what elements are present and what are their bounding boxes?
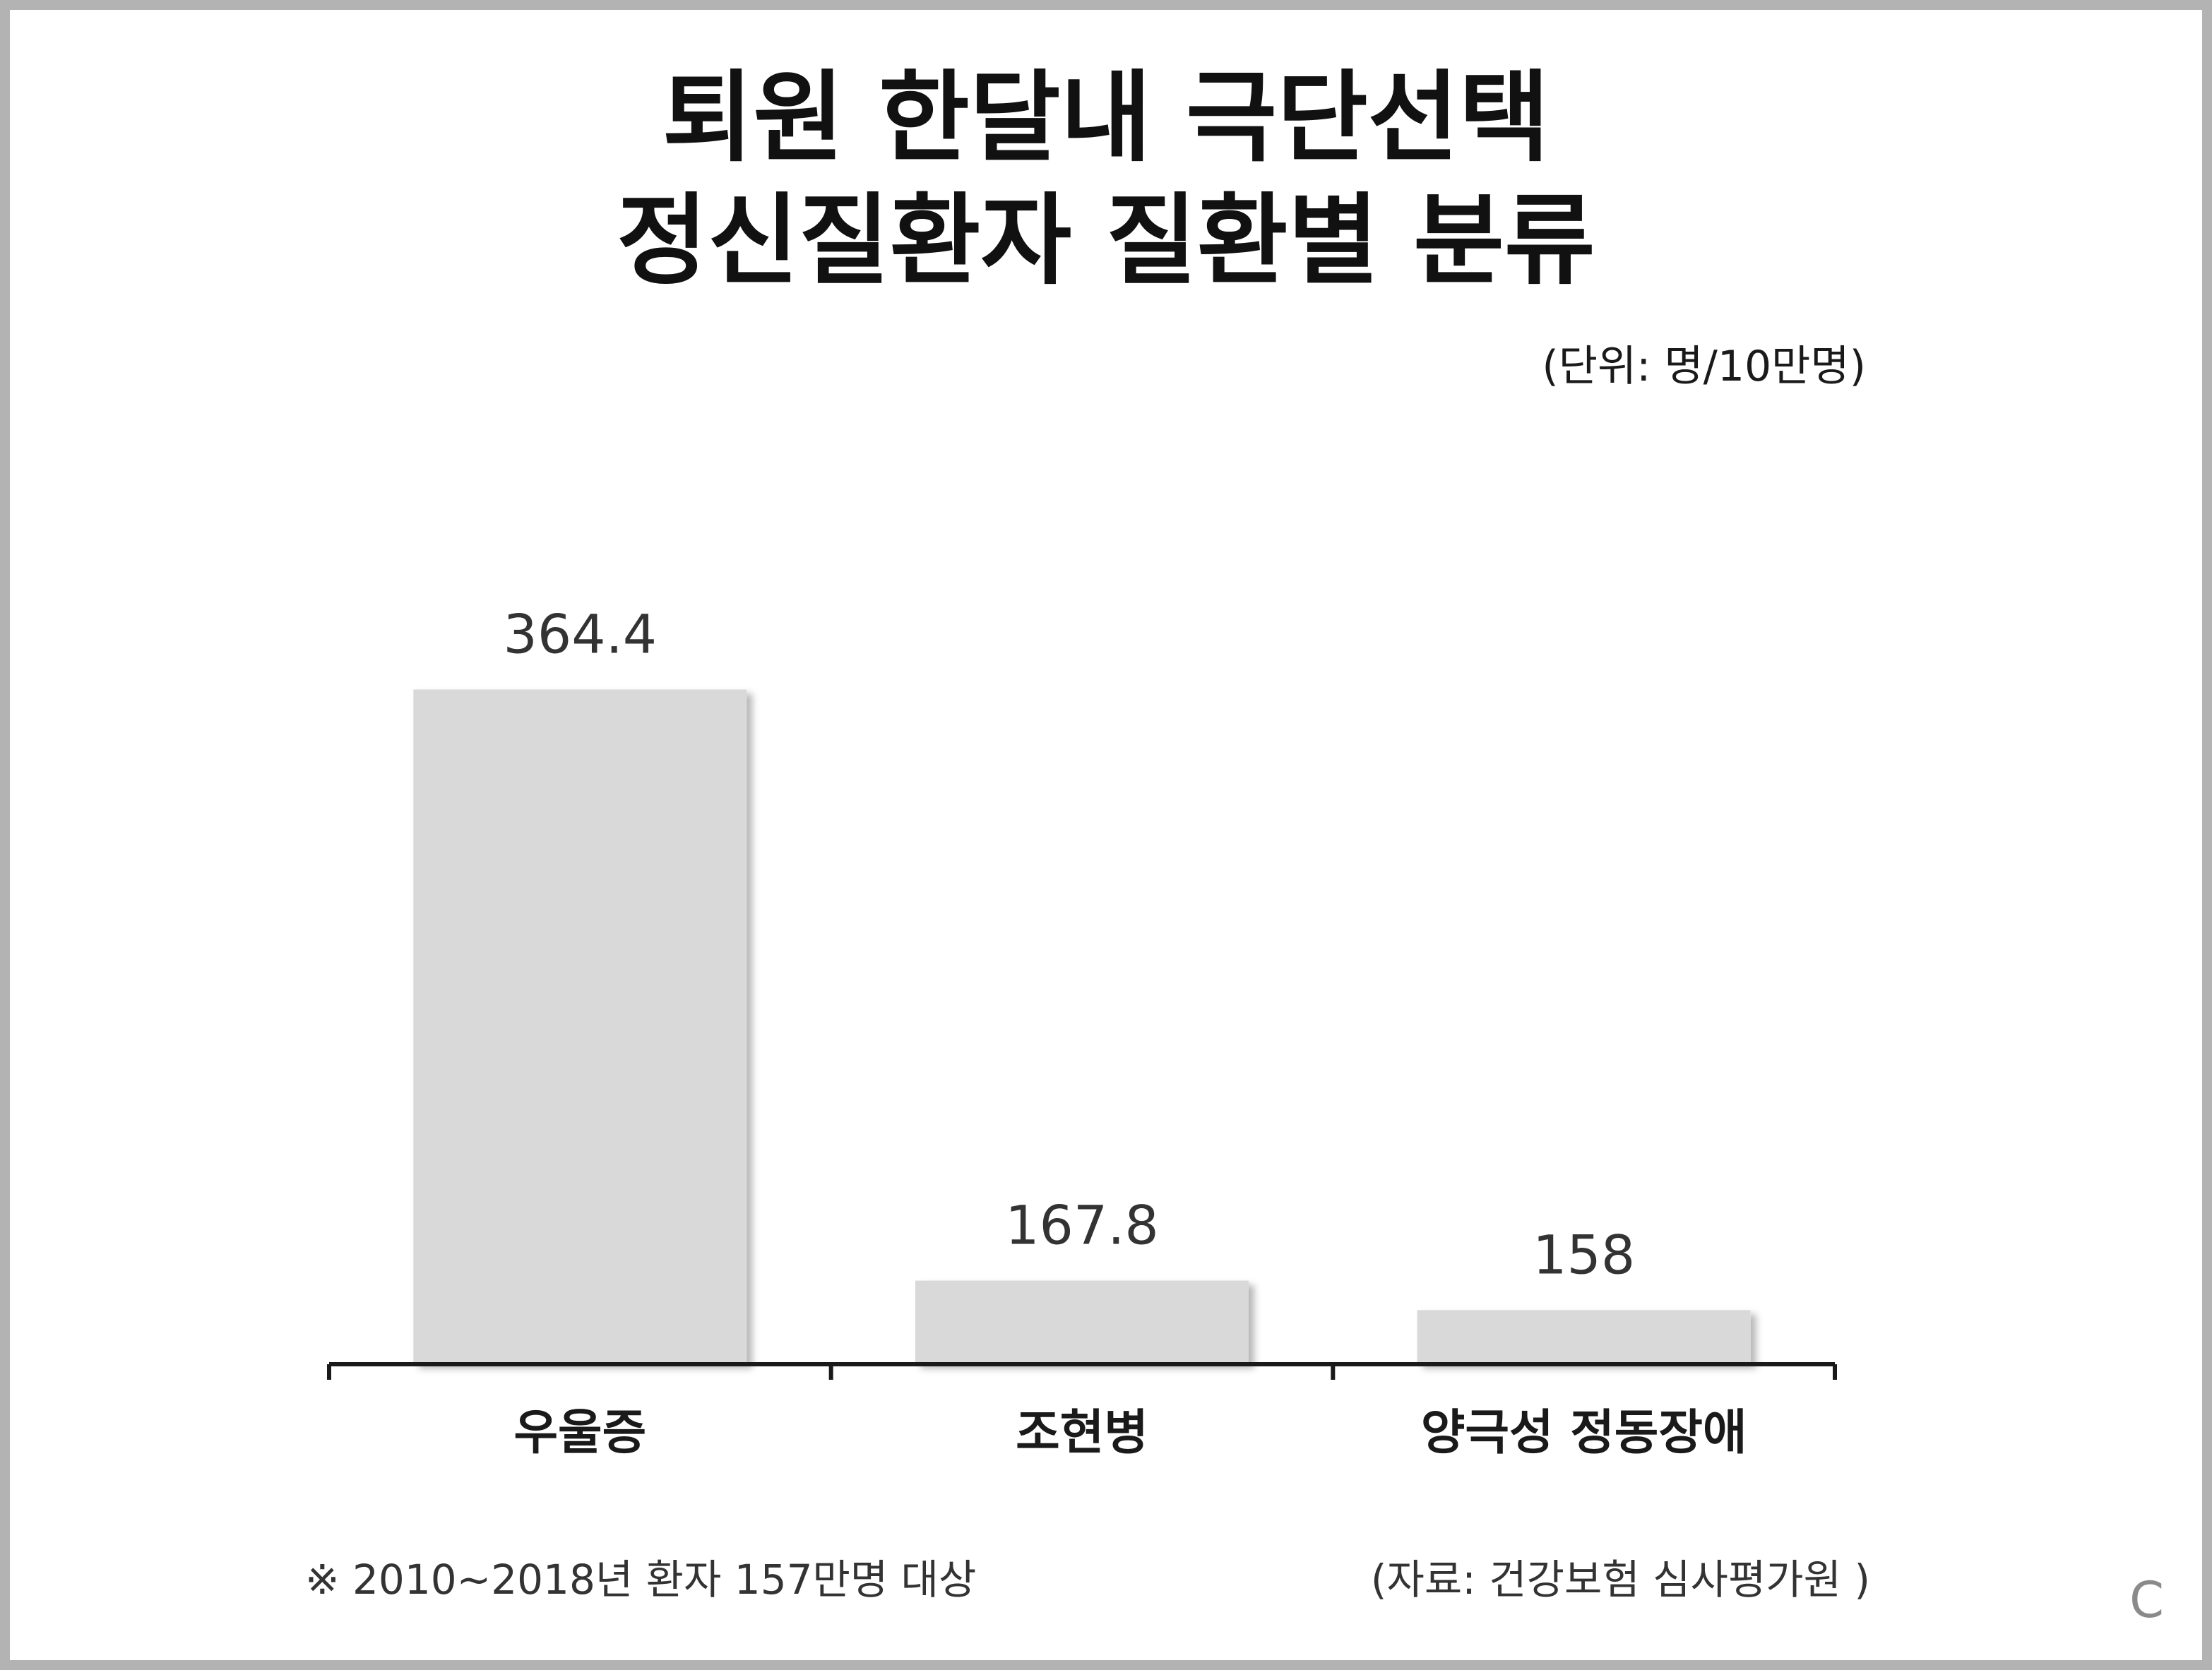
category-label-2: 조현병: [1016, 1405, 1148, 1461]
bar-2: [915, 1280, 1249, 1364]
data-label-2: 167.8: [1005, 1194, 1159, 1257]
category-label-3: 양극성 정동장애: [1421, 1405, 1747, 1461]
chart-title-line2: 정신질환자 질환별 분류: [617, 184, 1595, 299]
data-label-1: 364.4: [504, 602, 658, 665]
source-note: (자료: 건강보험 심사평가원 ): [1370, 1556, 1870, 1604]
corner-mark: C: [2129, 1571, 2164, 1629]
bar-3: [1417, 1310, 1751, 1364]
unit-label: (단위: 명/10만명): [1542, 342, 1866, 391]
chart-title-line1: 퇴원 한달내 극단선택: [662, 61, 1550, 176]
footnote: ※ 2010~2018년 환자 157만명 대상: [305, 1556, 977, 1604]
bar-1: [413, 689, 747, 1364]
data-label-3: 158: [1533, 1223, 1635, 1286]
category-label-1: 우울증: [513, 1405, 646, 1461]
